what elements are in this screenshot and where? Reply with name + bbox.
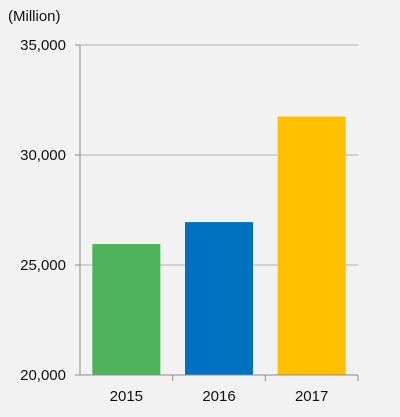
y-tick-label: 20,000 xyxy=(20,367,66,384)
y-axis-unit-label: (Million) xyxy=(8,8,61,25)
x-tick-labels: 2015 2016 2017 xyxy=(110,388,329,405)
y-tick-label: 30,000 xyxy=(20,147,66,164)
x-tick-label: 2015 xyxy=(110,388,143,405)
y-tick-label: 25,000 xyxy=(20,257,66,274)
bar-2017 xyxy=(277,116,346,375)
y-tick-label: 35,000 xyxy=(20,37,66,54)
x-tick-label: 2016 xyxy=(202,388,235,405)
axes xyxy=(75,44,359,381)
y-tick-labels: 20,000 25,000 30,000 35,000 xyxy=(20,37,66,384)
bars xyxy=(92,116,346,375)
bar-2016 xyxy=(185,222,253,375)
bar-2015 xyxy=(92,244,161,375)
x-tick-label: 2017 xyxy=(295,388,328,405)
